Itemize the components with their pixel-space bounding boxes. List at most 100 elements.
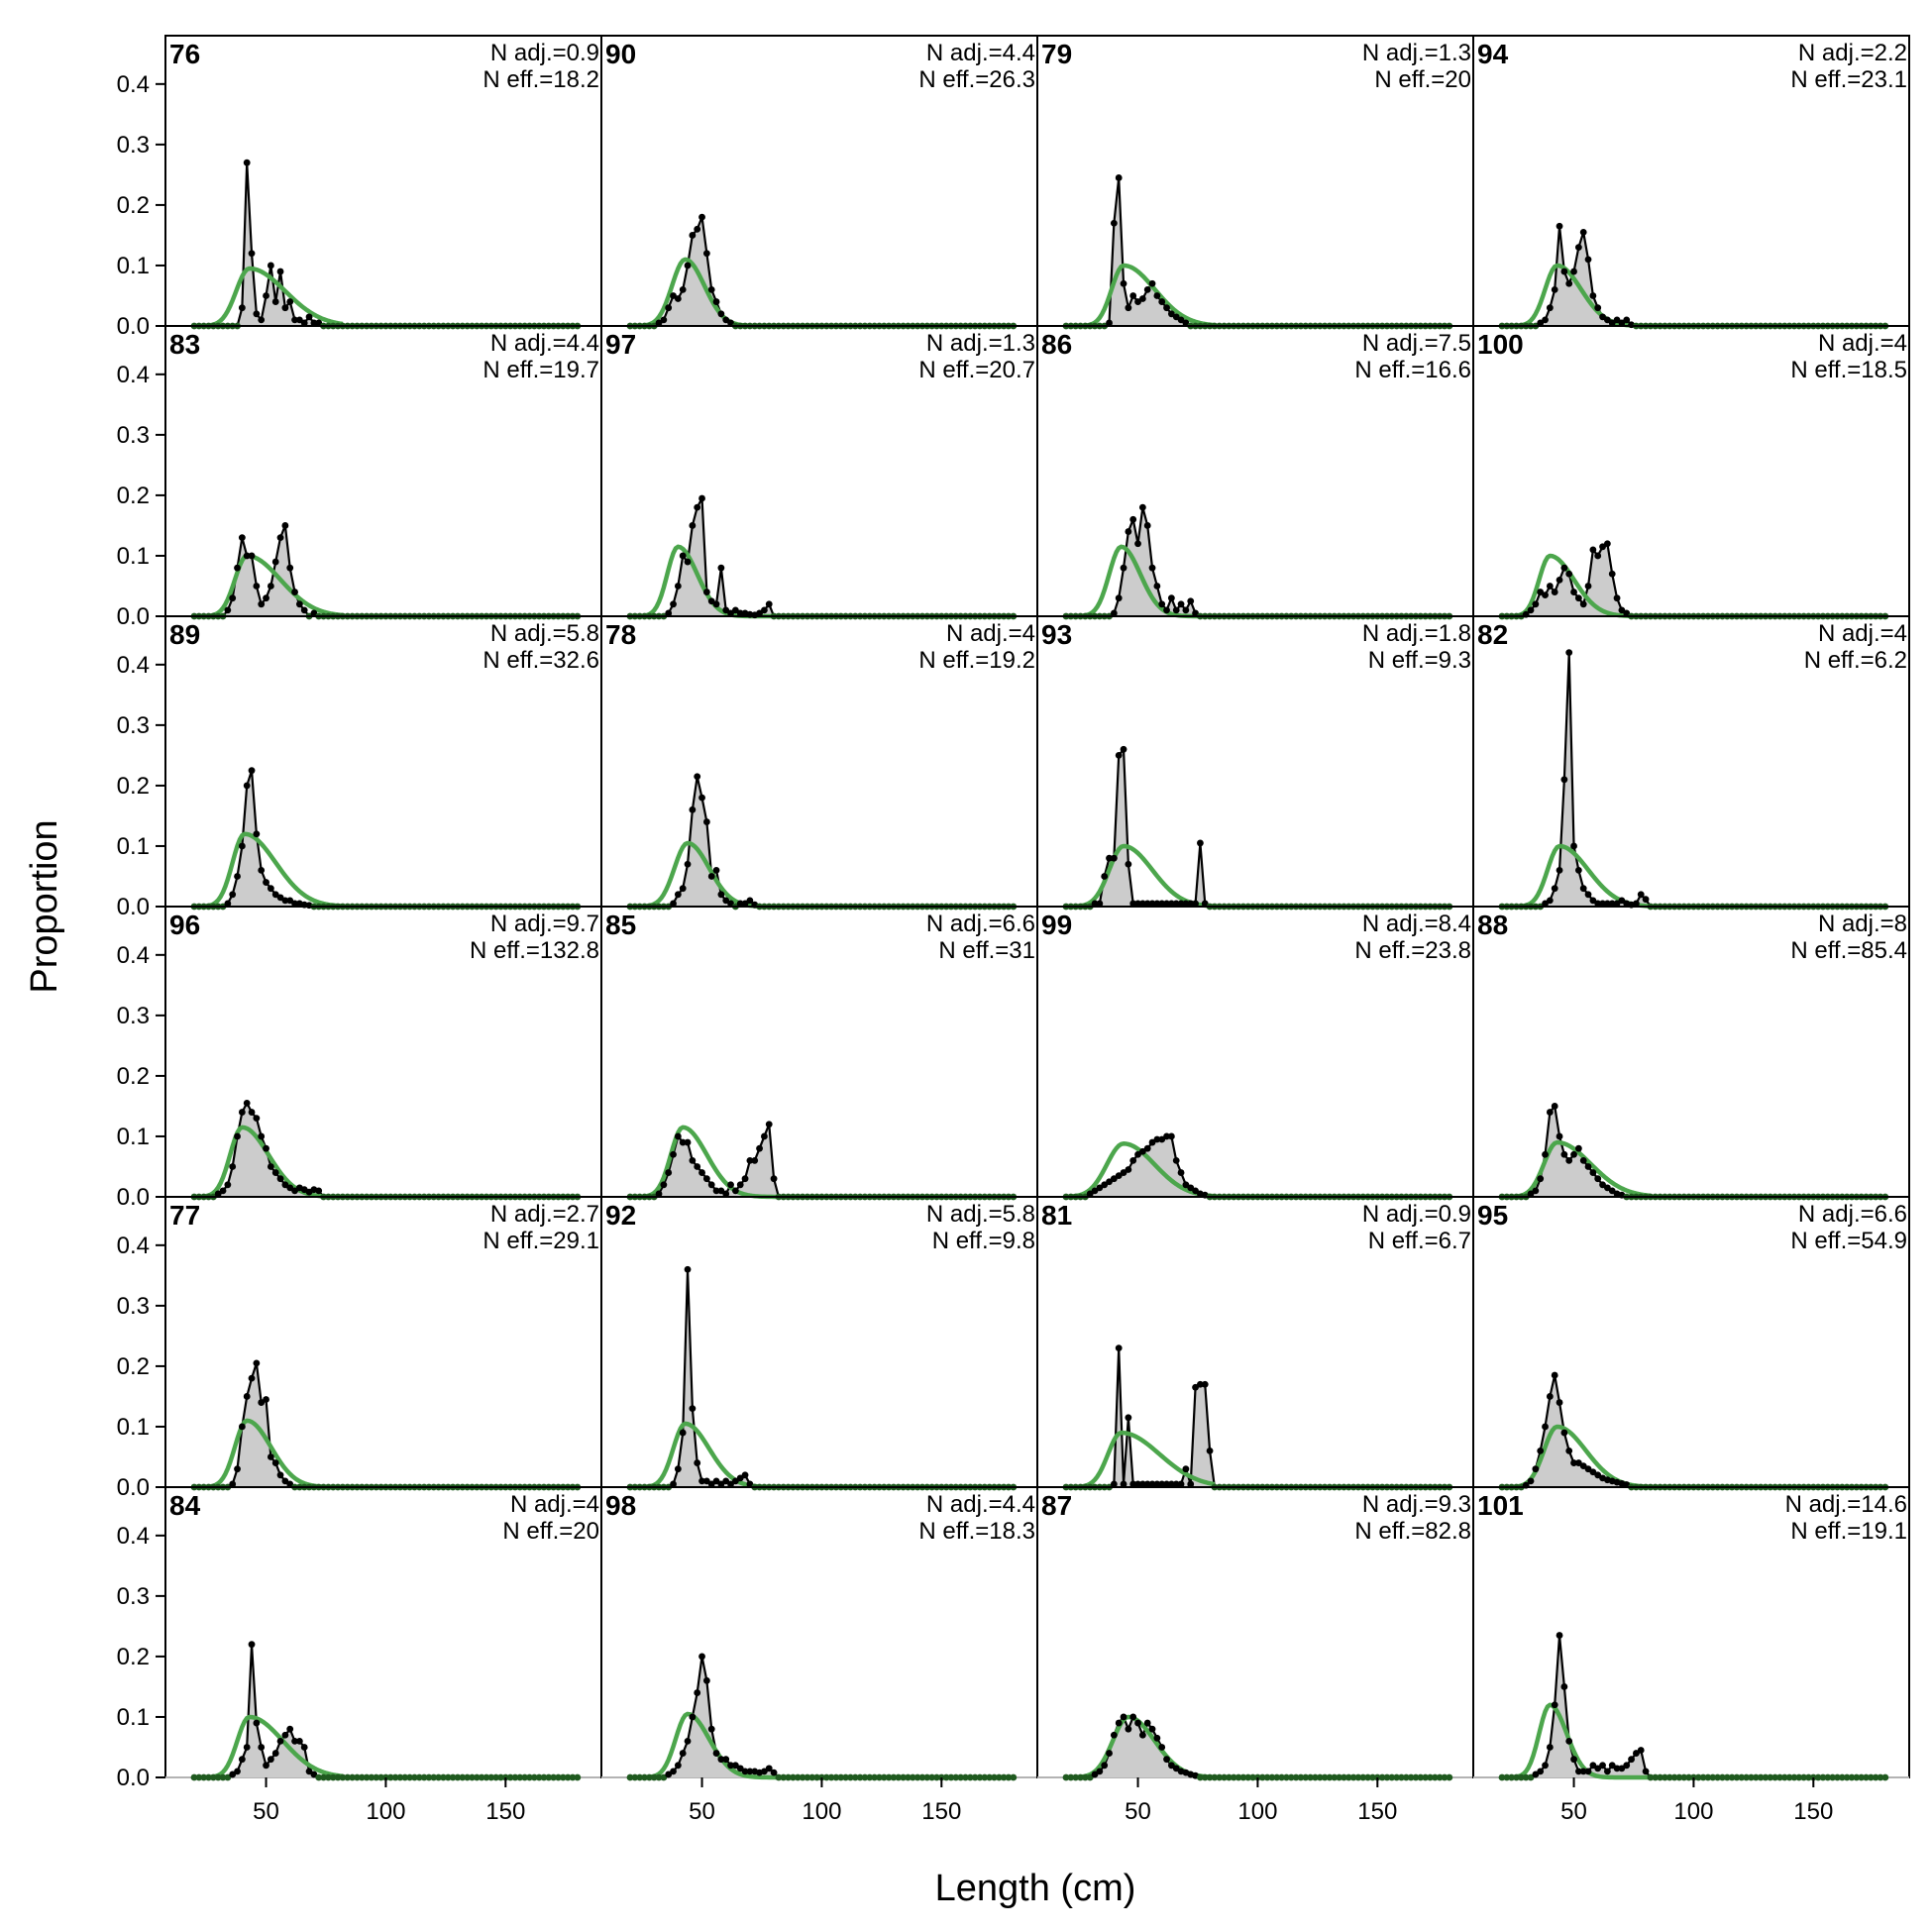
expected-point [1349, 1773, 1357, 1781]
observed-point [1556, 1399, 1563, 1406]
observed-point [253, 1719, 261, 1727]
observed-point [1091, 1771, 1099, 1778]
expected-point [363, 1773, 371, 1781]
observed-point [253, 1115, 261, 1123]
observed-point [286, 1184, 294, 1192]
observed-point [1163, 900, 1170, 908]
observed-point [1551, 1371, 1558, 1379]
observed-point [1546, 1393, 1554, 1400]
n-eff-label: N eff.=19.7 [483, 357, 599, 383]
expected-point [645, 1773, 653, 1781]
y-tick-label: 0.2 [117, 1353, 150, 1380]
observed-point [1163, 1756, 1170, 1764]
observed-point [1120, 1169, 1127, 1176]
observed-point [271, 891, 279, 899]
y-tick-label: 0.1 [117, 1704, 150, 1731]
expected-point [200, 1773, 208, 1781]
observed-point [1560, 1429, 1568, 1437]
expected-point [449, 1773, 457, 1781]
observed-point [1560, 1683, 1568, 1690]
observed-point [1542, 900, 1549, 908]
observed-point [1584, 1465, 1592, 1473]
observed-point [770, 1175, 778, 1183]
observed-point [1106, 854, 1113, 862]
observed-point [1182, 900, 1190, 908]
observed-point [1603, 1768, 1611, 1775]
panel-year-label: 78 [605, 619, 636, 650]
expected-point [1767, 1773, 1774, 1781]
observed-point [702, 1175, 710, 1183]
observed-point [291, 900, 298, 908]
observed-point [1527, 1477, 1535, 1485]
observed-point [1129, 515, 1137, 523]
y-tick-label: 0.1 [117, 1124, 150, 1150]
expected-point [981, 1773, 989, 1781]
panel-year-label: 95 [1477, 1200, 1508, 1231]
observed-point [1143, 1144, 1151, 1152]
observed-point [1542, 1150, 1549, 1158]
observed-point [717, 1480, 725, 1488]
observed-point [1201, 900, 1209, 908]
observed-point [1192, 900, 1199, 908]
observed-point [1532, 1771, 1540, 1778]
expected-point [325, 1773, 332, 1781]
expected-point [521, 1773, 529, 1781]
observed-point [1110, 1731, 1118, 1739]
expected-point [1273, 1773, 1281, 1781]
observed-point [1608, 570, 1616, 578]
observed-point [1608, 1762, 1616, 1770]
observed-point [1623, 1762, 1631, 1770]
observed-area [630, 217, 1014, 326]
n-adj-label: N adj.=4.4 [490, 330, 599, 357]
panels-grid: 76 N adj.=0.9N eff.=18.283 N adj.=4.4N eff… [164, 35, 1910, 1781]
expected-point [1790, 1773, 1798, 1781]
observed-point [224, 900, 232, 908]
expected-point [1800, 1773, 1808, 1781]
expected-point [1336, 1773, 1343, 1781]
observed-point [1532, 1465, 1540, 1473]
expected-point [1072, 1773, 1080, 1781]
observed-point [1556, 1132, 1563, 1140]
observed-point [295, 600, 303, 608]
panel-97: 97 N adj.=1.3N eff.=20.7 [600, 325, 1038, 620]
expected-point [1838, 1773, 1846, 1781]
observed-point [741, 1471, 749, 1479]
observed-point [310, 609, 318, 617]
observed-point [248, 1374, 256, 1382]
expected-point [1206, 1773, 1214, 1781]
expected-point [464, 1773, 472, 1781]
observed-point [295, 1737, 303, 1745]
n-adj-label: N adj.=8 [1818, 911, 1907, 937]
observed-point [698, 1477, 705, 1485]
expected-point [895, 1773, 903, 1781]
observed-point [1167, 1132, 1175, 1140]
observed-point [1192, 1187, 1199, 1195]
observed-point [736, 609, 744, 617]
x-tick-label: 100 [1237, 1798, 1277, 1825]
observed-point [1158, 1480, 1166, 1488]
observed-point [229, 1771, 237, 1778]
expected-point [986, 1773, 994, 1781]
observed-point [300, 1744, 308, 1751]
y-tick-label: 0.2 [117, 192, 150, 219]
observed-point [1537, 319, 1545, 327]
observed-point [305, 313, 313, 321]
panel-year-label: 96 [169, 910, 200, 940]
observed-point [1182, 1181, 1190, 1189]
observed-point [1143, 1480, 1151, 1488]
observed-point [684, 262, 692, 269]
expected-point [1077, 1773, 1084, 1781]
observed-point [684, 558, 692, 566]
observed-area [194, 1644, 578, 1777]
observed-point [1542, 591, 1549, 599]
expected-point [1402, 1773, 1410, 1781]
expected-point [1287, 1773, 1295, 1781]
observed-point [765, 1765, 773, 1772]
observed-point [263, 1396, 269, 1403]
panel-79: 79 N adj.=1.3N eff.=20 [1036, 35, 1474, 330]
observed-point [1153, 900, 1161, 908]
expected-point [1341, 1773, 1347, 1781]
observed-point [665, 1771, 673, 1778]
observed-point [1599, 1762, 1606, 1770]
expected-point [349, 1773, 356, 1781]
